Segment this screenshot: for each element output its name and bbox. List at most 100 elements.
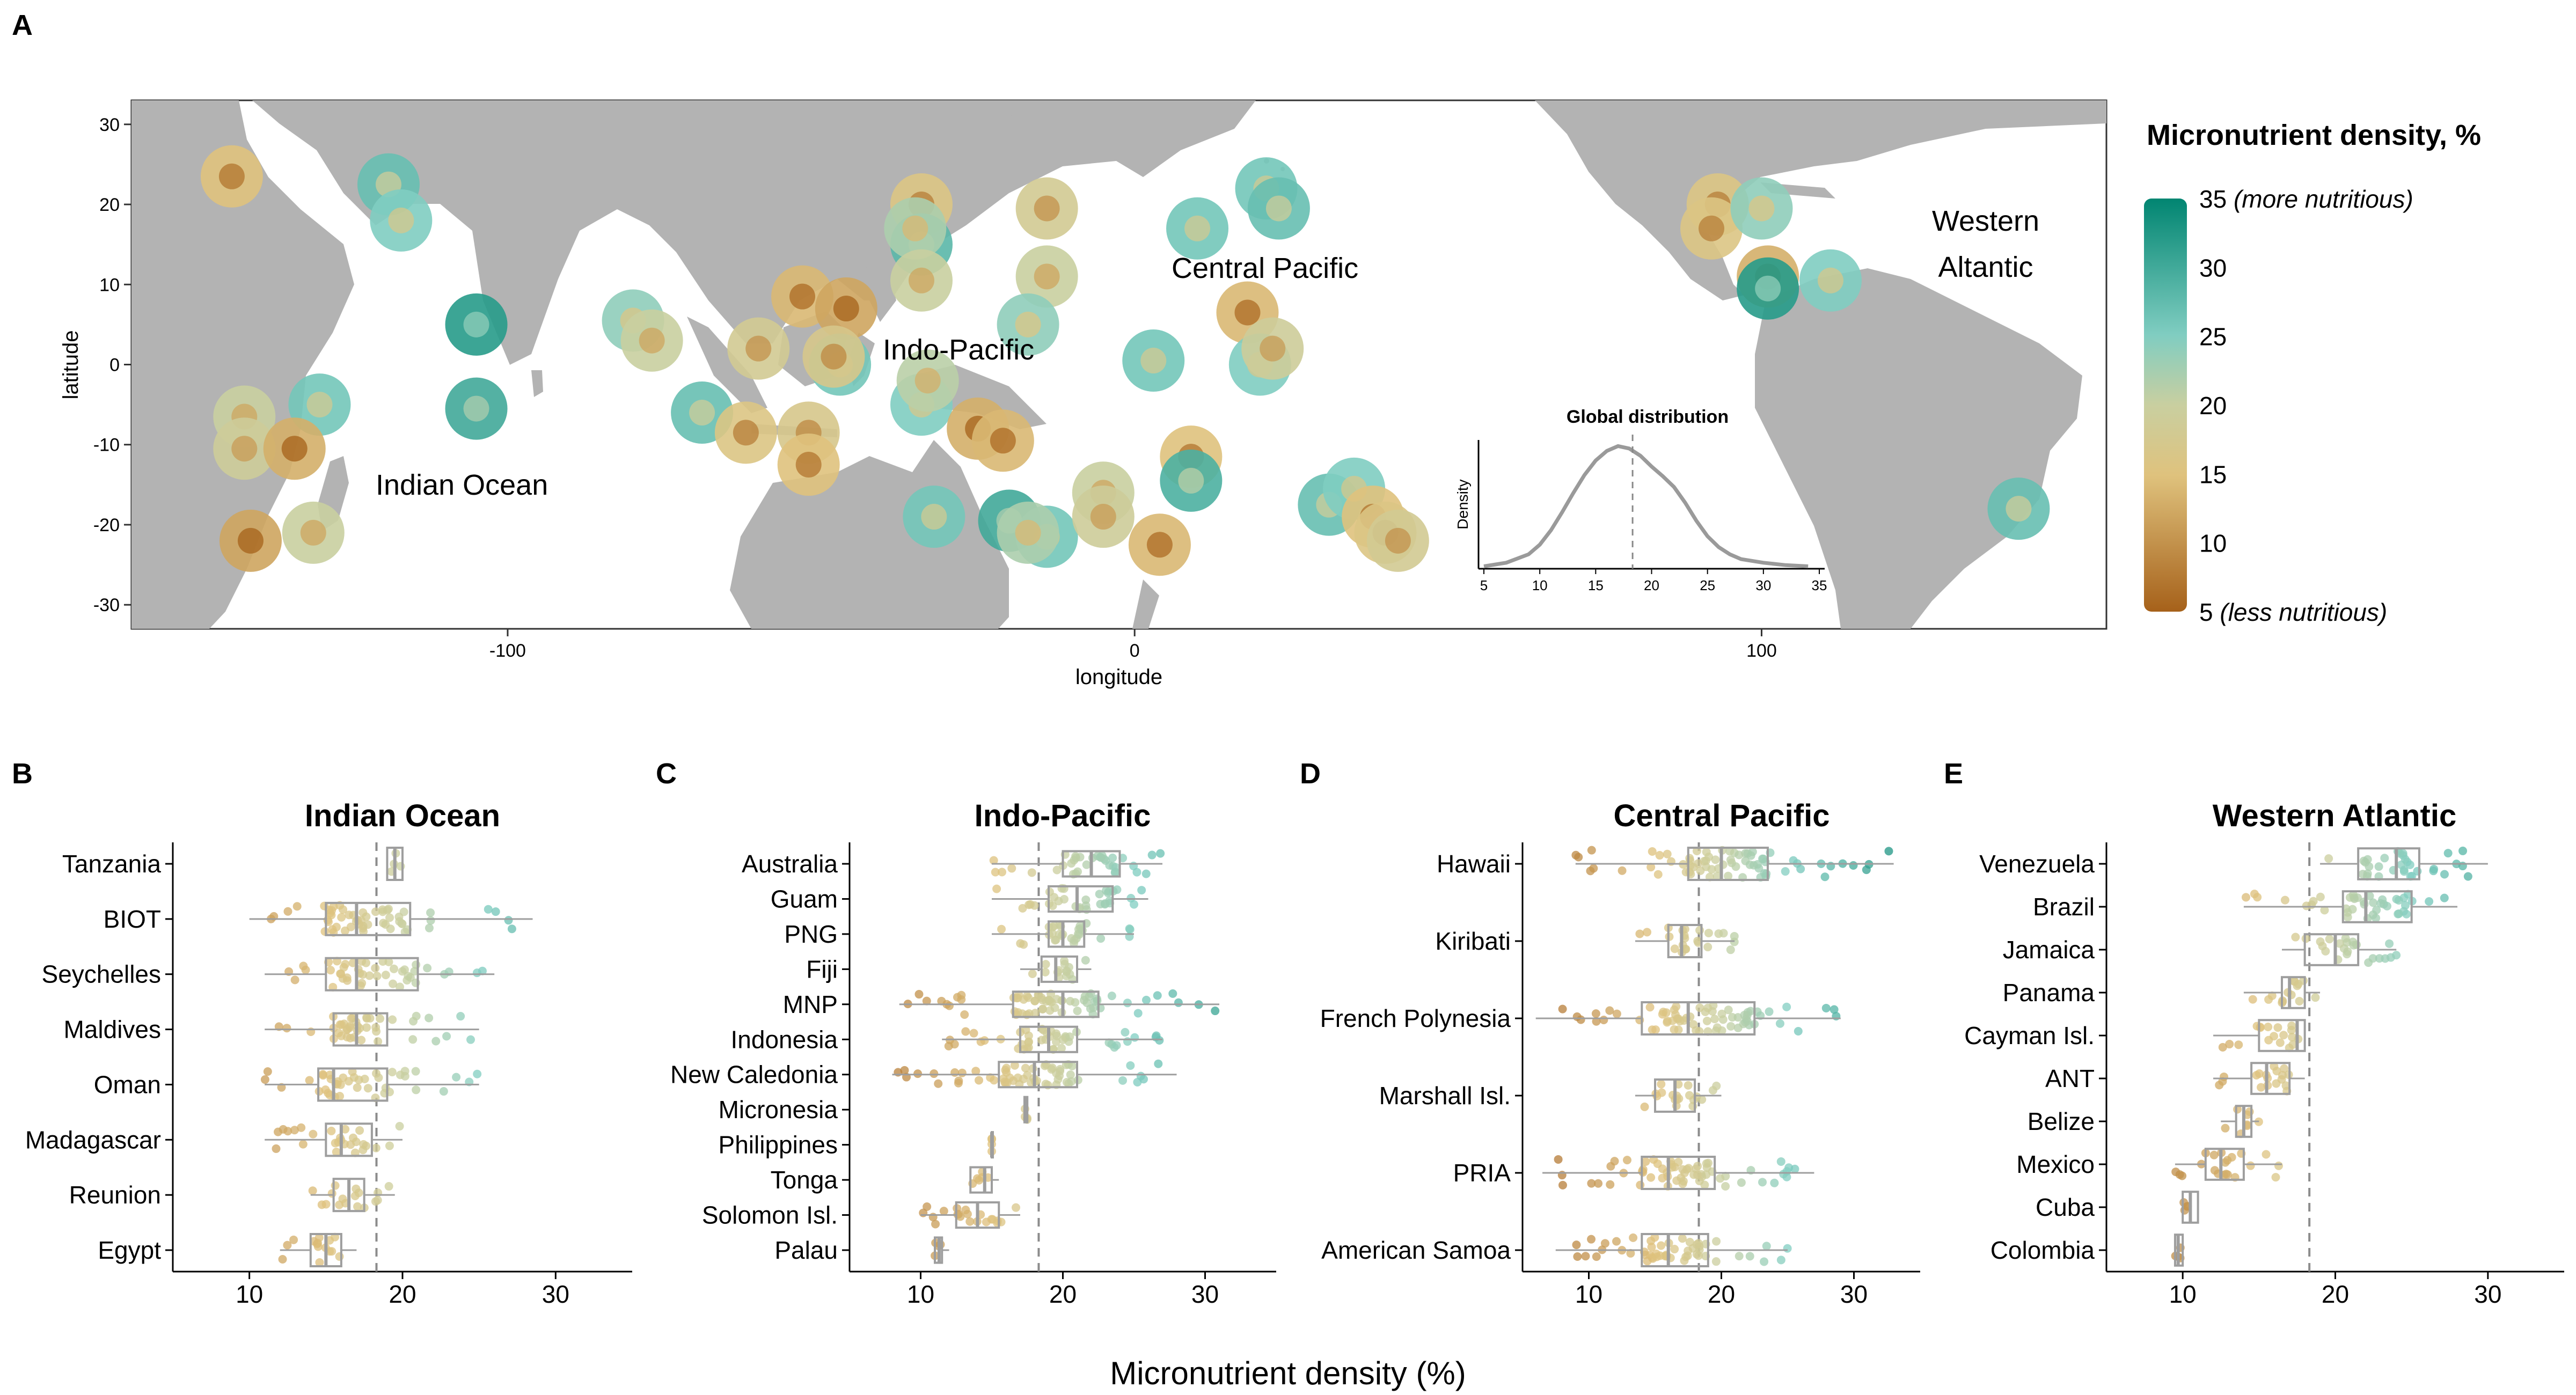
box <box>2341 890 2413 923</box>
data-point <box>1765 1007 1774 1016</box>
data-point <box>371 964 380 973</box>
data-point <box>339 963 348 972</box>
boxplot-panel: Central Pacific 10 20 30 Hawaii Kiribati Frenc… <box>1320 798 1920 1308</box>
data-point <box>1697 1095 1707 1104</box>
data-point <box>1663 849 1672 858</box>
data-point <box>387 1068 397 1077</box>
data-point <box>318 1070 327 1079</box>
box <box>2280 976 2306 1009</box>
data-point <box>1005 1073 1014 1082</box>
data-point <box>969 1029 978 1038</box>
map-x-tick-label: -100 <box>489 641 526 661</box>
legend-tick-label: 10 <box>2199 530 2227 557</box>
data-point <box>305 1076 314 1085</box>
data-point <box>1770 1178 1779 1187</box>
data-point <box>1132 868 1141 877</box>
data-point <box>297 1123 306 1132</box>
data-point <box>2219 1072 2228 1081</box>
data-point <box>1695 926 1704 935</box>
box <box>1667 924 1703 958</box>
map-site-inner <box>990 428 1016 454</box>
data-point <box>342 973 352 982</box>
map-y-axis-label: latitude <box>59 331 83 400</box>
data-point <box>381 971 390 980</box>
data-point <box>2246 1161 2255 1170</box>
data-point <box>263 1067 272 1076</box>
data-point <box>1733 1023 1743 1032</box>
data-point <box>2380 854 2389 863</box>
data-point <box>412 1085 421 1095</box>
map-site-inner <box>789 283 816 310</box>
panel-letter-d: D <box>1300 758 1321 790</box>
data-point <box>1599 1016 1608 1025</box>
data-point <box>357 1036 366 1045</box>
data-point <box>2394 909 2403 919</box>
data-point <box>1760 1257 1769 1266</box>
data-point <box>1680 1256 1689 1265</box>
data-point <box>2335 939 2344 948</box>
data-point <box>2234 1040 2243 1049</box>
data-point <box>2309 897 2318 906</box>
data-point <box>1622 1156 1631 1165</box>
data-point <box>1646 1173 1656 1182</box>
category-label: Mexico <box>2016 1150 2095 1178</box>
map-x-tick-label: 100 <box>1746 641 1777 661</box>
land-north-america <box>1535 100 2106 300</box>
map-site-inner <box>833 296 859 322</box>
legend-title: Micronutrient density, % <box>2147 119 2481 151</box>
map-site-inner <box>1748 195 1775 222</box>
data-point <box>1658 1164 1667 1173</box>
data-point <box>1095 890 1104 899</box>
data-point <box>2223 1156 2232 1165</box>
data-point <box>1782 1002 1791 1011</box>
data-point <box>389 979 398 988</box>
data-point <box>1012 1203 1021 1212</box>
panel-x-tick-label: 20 <box>2322 1280 2349 1308</box>
data-point <box>953 993 962 1002</box>
panel-x-tick-label: 30 <box>542 1280 569 1308</box>
data-point <box>1130 900 1139 909</box>
data-point <box>354 1188 363 1198</box>
data-point <box>2348 937 2358 946</box>
data-point <box>301 965 310 974</box>
data-point <box>2264 995 2273 1004</box>
data-point <box>998 868 1007 877</box>
box <box>969 1166 993 1194</box>
data-point <box>2280 1064 2289 1073</box>
data-point <box>335 1252 344 1261</box>
data-point <box>1650 1233 1659 1242</box>
data-point <box>2343 950 2352 959</box>
panel-x-tick-label: 20 <box>1049 1280 1077 1308</box>
legend-colorbar <box>2144 199 2187 612</box>
data-point <box>328 925 337 934</box>
panel-x-tick-label: 10 <box>907 1280 934 1308</box>
inset-x-tick-label: 15 <box>1588 577 1604 593</box>
data-point <box>426 916 435 925</box>
data-point <box>2374 862 2383 871</box>
data-point <box>1594 1179 1603 1188</box>
data-point <box>507 924 516 934</box>
box <box>2250 1062 2291 1095</box>
data-point <box>2257 1083 2266 1092</box>
data-point <box>1137 886 1146 895</box>
map-site-marker <box>896 349 959 412</box>
data-point <box>308 1186 317 1195</box>
data-point <box>1067 1061 1077 1070</box>
map-y-tick-label: -20 <box>93 515 120 535</box>
data-point <box>327 1189 336 1198</box>
data-point <box>1048 923 1057 932</box>
data-point <box>2221 1170 2230 1179</box>
data-point <box>1571 850 1580 860</box>
box <box>1641 1001 1756 1036</box>
data-point <box>1066 997 1075 1006</box>
data-point <box>2274 1161 2283 1170</box>
data-point <box>1030 996 1040 1005</box>
map-site-inner <box>1034 263 1060 290</box>
category-label: ANT <box>2045 1064 2095 1092</box>
map-panel: Indian Ocean Indo-Pacific Central Pacifi… <box>59 99 2107 689</box>
data-point <box>283 1240 292 1250</box>
map-x-axis-label: longitude <box>1075 665 1162 689</box>
data-point <box>1080 992 1089 1001</box>
data-point <box>1051 1037 1060 1046</box>
map-site-marker <box>997 293 1059 356</box>
